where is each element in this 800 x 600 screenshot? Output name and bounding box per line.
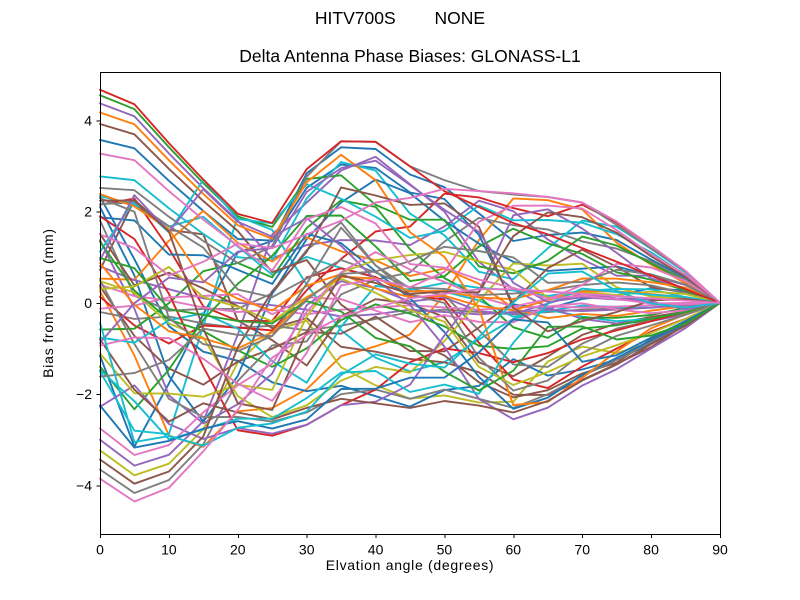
svg-text:10: 10 xyxy=(161,542,177,558)
svg-text:HITV700S NONE: HITV700S NONE xyxy=(315,8,485,28)
svg-text:60: 60 xyxy=(506,542,522,558)
svg-text:−4: −4 xyxy=(76,478,92,494)
svg-text:0: 0 xyxy=(84,295,92,311)
svg-text:2: 2 xyxy=(84,204,92,220)
svg-text:90: 90 xyxy=(712,542,728,558)
svg-text:30: 30 xyxy=(299,542,315,558)
svg-text:0: 0 xyxy=(96,542,104,558)
svg-text:4: 4 xyxy=(84,112,92,128)
svg-text:50: 50 xyxy=(437,542,453,558)
svg-text:Bias from mean (mm): Bias from mean (mm) xyxy=(40,228,56,378)
svg-text:Elvation angle (degrees): Elvation angle (degrees) xyxy=(326,557,495,573)
svg-text:Delta Antenna Phase Biases: GL: Delta Antenna Phase Biases: GLONASS-L1 xyxy=(239,46,580,66)
svg-text:40: 40 xyxy=(368,542,384,558)
svg-text:80: 80 xyxy=(643,542,659,558)
svg-text:70: 70 xyxy=(574,542,590,558)
svg-text:−2: −2 xyxy=(76,386,92,402)
svg-text:20: 20 xyxy=(230,542,246,558)
